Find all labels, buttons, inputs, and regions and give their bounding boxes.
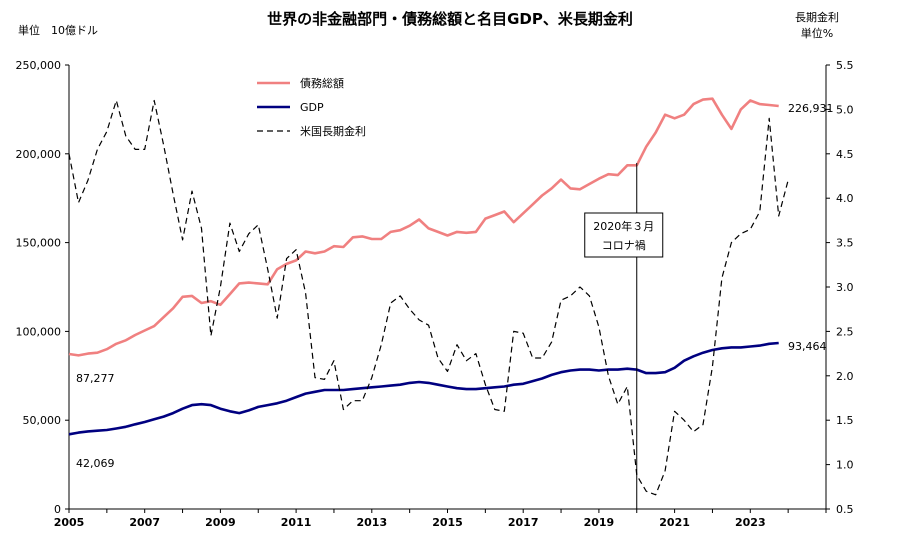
- legend-label: 債務総額: [300, 76, 344, 90]
- x-axis-tick-label: 2013: [356, 516, 387, 529]
- right-axis-tick-label: 1.5: [836, 414, 854, 427]
- right-axis-label-line1: 長期金利: [795, 11, 839, 24]
- x-axis-tick-label: 2011: [281, 516, 312, 529]
- series-line-2: [68, 99, 789, 496]
- x-axis-tick-label: 2005: [54, 516, 85, 529]
- x-axis-tick-label: 2009: [205, 516, 236, 529]
- x-axis-tick-label: 2007: [129, 516, 160, 529]
- covid-annotation-text-line2: コロナ禍: [602, 238, 646, 252]
- legend-label: 米国長期金利: [300, 124, 366, 138]
- x-axis-tick-label: 2019: [584, 516, 615, 529]
- data-label: 226,931: [788, 102, 834, 115]
- x-axis-tick-label: 2015: [432, 516, 463, 529]
- right-axis-tick-label: 2.5: [836, 325, 854, 338]
- x-axis-tick-label: 2021: [659, 516, 690, 529]
- right-axis-tick-label: 5.0: [836, 103, 854, 116]
- series-line-0: [68, 97, 779, 357]
- left-axis-tick-label: 200,000: [16, 148, 62, 161]
- left-axis-tick-label: 0: [54, 503, 61, 516]
- right-axis-tick-label: 4.5: [836, 148, 854, 161]
- left-axis-tick-label: 150,000: [16, 237, 62, 250]
- covid-annotation-box: [584, 212, 664, 258]
- covid-annotation-text-line1: 2020年３月: [593, 219, 654, 233]
- left-axis-tick-label: 250,000: [16, 59, 62, 72]
- right-axis-tick-label: 5.5: [836, 59, 854, 72]
- series-line-1: [68, 341, 779, 436]
- right-axis-label-line2: 単位%: [800, 27, 834, 40]
- right-axis-tick-label: 4.0: [836, 192, 854, 205]
- chart-title: 世界の非金融部門・債務総額と名目GDP、米長期金利: [267, 10, 633, 28]
- left-axis-tick-label: 100,000: [16, 325, 62, 338]
- x-axis-tick-label: 2017: [508, 516, 539, 529]
- right-axis-tick-label: 3.0: [836, 281, 854, 294]
- left-axis-tick-label: 50,000: [23, 414, 62, 427]
- legend-label: GDP: [300, 101, 324, 114]
- right-axis-tick-label: 3.5: [836, 237, 854, 250]
- data-label: 93,464: [788, 340, 827, 353]
- data-label: 42,069: [76, 457, 115, 470]
- data-label: 87,277: [76, 372, 115, 385]
- left-axis-unit-label: 単位 10億ドル: [18, 24, 98, 37]
- right-axis-tick-label: 2.0: [836, 370, 854, 383]
- right-axis-unit-label: 長期金利 単位%: [795, 10, 839, 42]
- right-axis-tick-label: 1.0: [836, 459, 854, 472]
- right-axis-tick-label: 0.5: [836, 503, 854, 516]
- x-axis-tick-label: 2023: [735, 516, 766, 529]
